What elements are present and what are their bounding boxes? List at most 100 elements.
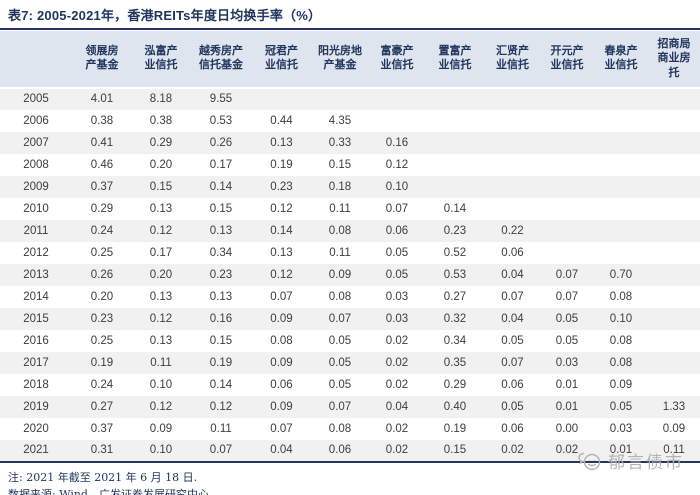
value-cell: 0.07 (328, 400, 352, 413)
year-cell: 2020 (23, 422, 49, 435)
table-row: 2018 0.24 0.10 0.14 0.06 0.05 0.02 0.29 0.06 0.01… (0, 373, 700, 396)
value-cell: 0.09 (609, 378, 633, 391)
year-cell: 2007 (23, 136, 49, 149)
value-cell: 0.37 (90, 422, 114, 435)
year-cell: 2008 (23, 158, 49, 171)
table-row: 2016 0.25 0.13 0.15 0.08 0.05 0.02 0.34 0.05 0.05… (0, 329, 700, 352)
value-cell: 0.37 (90, 180, 114, 193)
year-column-header (0, 31, 72, 89)
value-cell (594, 154, 648, 176)
value-cell (540, 154, 594, 176)
value-cell: 0.04 (270, 444, 293, 457)
value-cell: 0.26 (90, 268, 114, 281)
value-cell: 0.15 (209, 202, 233, 215)
value-cell: 0.15 (149, 180, 173, 193)
value-cell (485, 110, 540, 132)
value-cell: 0.52 (443, 246, 467, 259)
reits-turnover-table: 领展房 产基金 泓富产 业信托 越秀房产 信托基金 冠君产 业信托 阳光房地 产基金 富豪… (0, 31, 700, 463)
value-cell: 0.13 (270, 136, 293, 149)
value-cell: 0.05 (555, 334, 579, 347)
value-cell: 0.02 (501, 444, 524, 457)
table-row: 2019 0.27 0.12 0.12 0.09 0.07 0.04 0.40 0.05 0.01… (0, 395, 700, 418)
value-cell (648, 220, 700, 242)
value-cell (648, 198, 700, 220)
value-cell: 0.07 (555, 290, 579, 303)
value-cell: 0.53 (209, 114, 233, 127)
value-cell: 0.09 (270, 400, 293, 413)
value-cell: 0.13 (209, 290, 233, 303)
value-cell (594, 132, 648, 154)
year-cell: 2019 (23, 400, 49, 413)
value-cell: 0.13 (209, 224, 233, 237)
value-cell: 0.07 (501, 290, 524, 303)
value-cell (485, 88, 540, 110)
year-cell: 2015 (23, 312, 49, 325)
value-cell: 0.40 (443, 400, 467, 413)
value-cell: 0.06 (328, 444, 352, 457)
value-cell: 0.09 (270, 312, 293, 325)
table-row: 2011 0.24 0.12 0.13 0.14 0.08 0.06 0.23 0.22 (0, 219, 700, 242)
column-header-4: 阳光房地 产基金 (311, 31, 369, 89)
value-cell: 0.15 (328, 158, 352, 171)
value-cell: 0.19 (270, 158, 293, 171)
value-cell: 0.11 (329, 246, 351, 259)
value-cell: 0.34 (209, 246, 233, 259)
value-cell: 0.09 (662, 422, 686, 435)
value-cell: 0.14 (443, 202, 467, 215)
value-cell: 0.15 (443, 444, 467, 457)
value-cell: 0.19 (443, 422, 467, 435)
value-cell (648, 264, 700, 286)
column-header-7: 汇贤产 业信托 (485, 31, 540, 89)
column-header-1: 泓富产 业信托 (132, 31, 190, 89)
value-cell (594, 176, 648, 198)
value-cell: 0.27 (90, 400, 114, 413)
value-cell (540, 220, 594, 242)
value-cell: 0.23 (443, 224, 467, 237)
value-cell: 8.18 (149, 93, 173, 106)
value-cell: 0.44 (270, 114, 293, 127)
value-cell: 0.12 (270, 202, 293, 215)
value-cell: 0.02 (385, 334, 409, 347)
value-cell: 0.11 (150, 356, 172, 369)
value-cell: 0.13 (149, 202, 173, 215)
value-cell: 0.29 (90, 202, 114, 215)
year-cell: 2011 (23, 224, 49, 237)
column-header-3: 冠君产 业信托 (252, 31, 311, 89)
value-cell: 0.41 (90, 136, 114, 149)
value-cell: 0.19 (90, 356, 114, 369)
value-cell: 0.27 (443, 290, 467, 303)
value-cell (540, 110, 594, 132)
column-header-8: 开元产 业信托 (540, 31, 594, 89)
table-row: 2012 0.25 0.17 0.34 0.13 0.11 0.05 0.52 0.06 (0, 241, 700, 264)
year-cell: 2021 (23, 444, 49, 457)
value-cell: 0.02 (385, 422, 409, 435)
year-cell: 2006 (23, 114, 49, 127)
value-cell: 0.00 (555, 422, 579, 435)
table-footnotes: 注: 2021 年截至 2021 年 6 月 18 日. 数据来源: Wind，… (0, 463, 700, 495)
value-cell: 0.06 (270, 378, 293, 391)
value-cell: 0.11 (663, 444, 685, 457)
value-cell: 0.02 (385, 444, 409, 457)
value-cell: 0.14 (209, 378, 233, 391)
value-cell: 0.06 (501, 246, 524, 259)
value-cell: 0.12 (270, 268, 293, 281)
value-cell: 0.26 (209, 136, 233, 149)
value-cell: 0.04 (385, 400, 409, 413)
table-row: 2013 0.26 0.20 0.23 0.12 0.09 0.05 0.53 0.04 0.07… (0, 263, 700, 286)
value-cell: 0.33 (328, 136, 352, 149)
value-cell (425, 88, 485, 110)
value-cell: 0.16 (385, 136, 409, 149)
value-cell: 0.01 (555, 400, 579, 413)
value-cell: 0.32 (443, 312, 467, 325)
value-cell: 0.13 (149, 290, 173, 303)
value-cell: 0.22 (501, 224, 524, 237)
value-cell: 0.13 (149, 334, 173, 347)
year-cell: 2005 (23, 93, 49, 106)
value-cell: 0.05 (555, 312, 579, 325)
value-cell (648, 176, 700, 198)
value-cell (594, 88, 648, 110)
value-cell: 0.08 (328, 224, 352, 237)
value-cell (425, 110, 485, 132)
value-cell: 0.01 (609, 444, 633, 457)
